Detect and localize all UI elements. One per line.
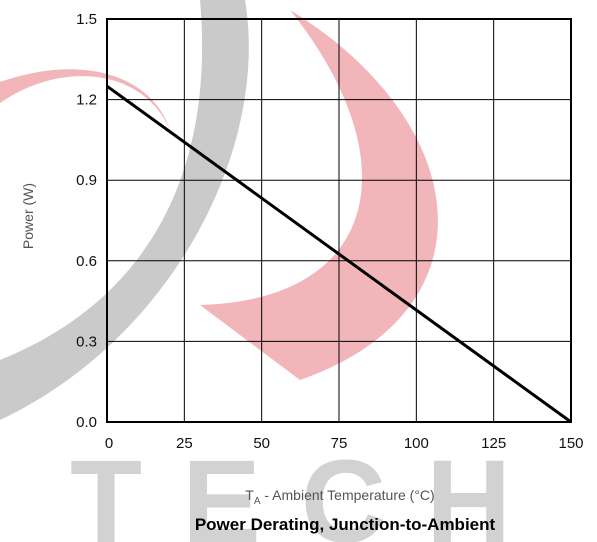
x-tick-label: 50	[253, 435, 270, 452]
x-axis-label-main: T	[245, 487, 254, 503]
y-tick-label: 0.0	[76, 414, 97, 431]
watermark-gray-arc	[0, 0, 249, 420]
y-axis-label: Power (W)	[20, 183, 36, 249]
y-tick-label: 1.2	[76, 92, 97, 109]
x-tick-labels: 0 25 50 75 100 125 150	[105, 435, 584, 452]
watermark-red-swoosh	[0, 69, 170, 130]
x-tick-label: 125	[481, 435, 506, 452]
watermark-red-arc	[200, 10, 438, 380]
y-tick-label: 0.6	[76, 253, 97, 270]
x-axis-label: TA - Ambient Temperature (°C)	[245, 487, 434, 507]
watermark: TECH	[0, 0, 551, 542]
plot-frame	[106, 18, 572, 423]
y-tick-label: 0.3	[76, 333, 97, 350]
y-tick-label: 1.5	[76, 11, 97, 28]
y-tick-label: 0.9	[76, 172, 97, 189]
x-tick-label: 75	[331, 435, 348, 452]
y-tick-labels: 0.0 0.3 0.6 0.9 1.2 1.5	[76, 11, 97, 431]
x-axis-label-sub: A	[254, 496, 261, 507]
x-tick-label: 25	[176, 435, 193, 452]
x-tick-label: 0	[105, 435, 113, 452]
watermark-text: TECH	[70, 436, 551, 542]
chart-title: Power Derating, Junction-to-Ambient	[195, 515, 496, 534]
series-line	[106, 84, 572, 424]
x-tick-label: 150	[558, 435, 583, 452]
x-axis-label-rest: - Ambient Temperature (°C)	[261, 487, 435, 503]
x-tick-label: 100	[404, 435, 429, 452]
